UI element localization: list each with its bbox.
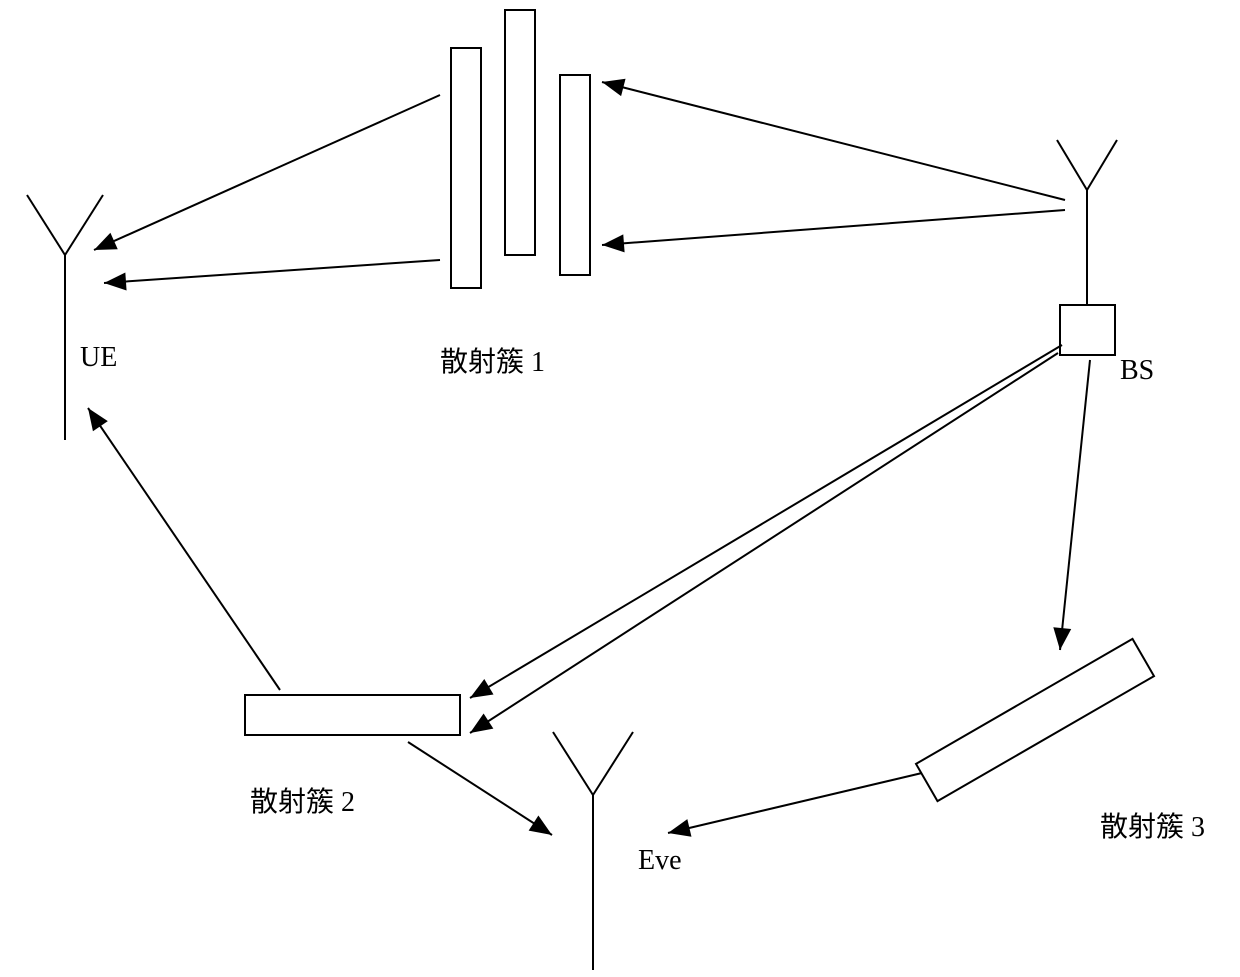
diagram-svg <box>0 0 1240 977</box>
label-bs: BS <box>1120 355 1154 387</box>
label-eve: Eve <box>638 845 682 877</box>
diagram-canvas: UE BS Eve 散射簇 1 散射簇 2 散射簇 3 <box>0 0 1240 977</box>
label-cluster3: 散射簇 3 <box>1100 805 1205 845</box>
label-cluster1: 散射簇 1 <box>440 340 545 380</box>
label-ue: UE <box>80 342 117 374</box>
label-cluster2: 散射簇 2 <box>250 780 355 820</box>
